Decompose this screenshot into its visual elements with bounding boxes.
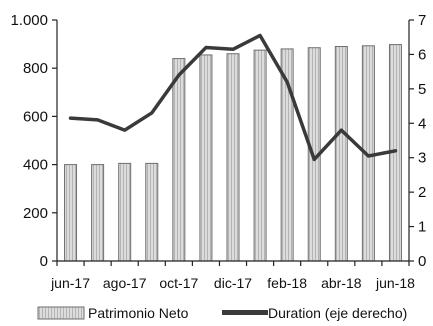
x-tick-label: dic-17 <box>214 275 252 291</box>
right-tick-label: 7 <box>418 12 426 29</box>
bar-ene-18 <box>253 49 267 262</box>
x-tick-label: feb-18 <box>267 275 307 291</box>
axes: 0 200 400 600 800 1.000 0 1 2 3 4 5 6 7 jun-17 ago-17 oc… <box>10 12 426 291</box>
bar-oct-17 <box>172 58 186 262</box>
x-tick-label: ago-17 <box>103 275 147 291</box>
right-tick-label: 2 <box>418 184 426 201</box>
right-tick-label: 3 <box>418 150 426 167</box>
legend-label-patrimonio-neto: Patrimonio Neto <box>88 305 189 321</box>
legend-swatch-patrimonio-neto <box>37 306 85 320</box>
left-tick-label: 600 <box>23 108 48 125</box>
x-tick-label: oct-17 <box>159 275 198 291</box>
bar-ago-17 <box>118 162 132 262</box>
x-tick-label: jun-18 <box>375 275 415 291</box>
left-tick-label: 1.000 <box>10 12 48 29</box>
bar-jun-17 <box>64 164 78 262</box>
right-tick-label: 1 <box>418 219 426 236</box>
left-tick-label: 400 <box>23 157 48 174</box>
left-tick-label: 200 <box>23 205 48 222</box>
line-series-duration <box>68 33 398 162</box>
bar-nov-17 <box>199 54 213 262</box>
legend: Patrimonio Neto Duration (eje derecho) <box>37 305 407 321</box>
right-tick-label: 0 <box>418 253 426 270</box>
right-tick-label: 6 <box>418 46 426 63</box>
left-tick-label: 800 <box>23 60 48 77</box>
bar-dic-17 <box>226 53 240 262</box>
legend-label-duration: Duration (eje derecho) <box>268 305 407 321</box>
bar-jul-17 <box>91 164 105 262</box>
right-tick-label: 4 <box>418 115 426 132</box>
x-tick-label: jun-17 <box>50 275 90 291</box>
bar-sep-17 <box>145 162 159 262</box>
bar-abr-18 <box>334 46 348 262</box>
bar-series-patrimonio-neto <box>64 44 402 262</box>
x-tick-label: abr-18 <box>321 275 362 291</box>
left-tick-label: 0 <box>40 253 48 270</box>
right-tick-label: 5 <box>418 81 426 98</box>
